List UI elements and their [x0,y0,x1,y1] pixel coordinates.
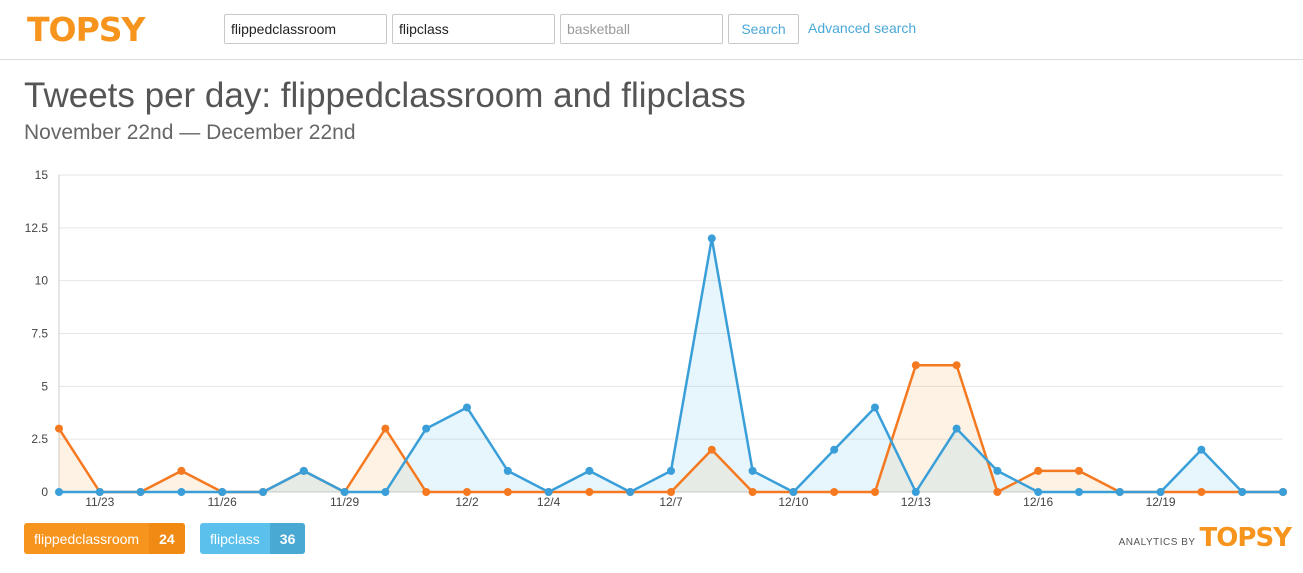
search-input-1[interactable] [224,14,387,44]
data-point-flipclass [789,488,798,496]
legend-label: flippedclassroom [34,530,140,547]
x-tick-label: 11/23 [85,495,114,509]
data-point-flipclass [993,466,1002,475]
data-point-flippedclassroom [748,488,757,496]
data-point-flippedclassroom [911,361,920,370]
data-point-flipclass [422,424,431,433]
data-point-flipclass [585,466,594,475]
y-tick-label: 10 [35,274,49,288]
analytics-by-topsy: ANALYTICS BY TOPSY [1118,523,1292,553]
x-tick-label: 12/13 [901,495,931,509]
data-point-flipclass [952,424,961,433]
data-point-flipclass [707,234,716,243]
data-point-flipclass [911,488,920,496]
data-point-flippedclassroom [1034,466,1043,475]
data-point-flippedclassroom [993,488,1002,496]
page-title: Tweets per day: flippedclassroom and fli… [24,76,746,115]
legend-count: 24 [149,523,185,554]
data-point-flipclass [218,488,227,496]
data-point-flipclass [871,403,879,412]
y-tick-label: 2.5 [31,432,48,446]
data-point-flipclass [95,488,104,496]
data-point-flipclass [1156,488,1165,496]
series-line-flipclass [59,237,1283,494]
y-tick-label: 0 [41,485,48,499]
data-point-flipclass [136,488,145,496]
x-tick-label: 12/19 [1146,495,1176,509]
data-point-flippedclassroom [1075,466,1083,475]
y-tick-label: 5 [41,379,48,393]
data-point-flipclass [748,466,757,475]
data-point-flipclass [381,488,390,496]
x-tick-label: 12/7 [659,495,683,509]
data-point-flipclass [544,488,553,496]
data-point-flipclass [626,488,635,496]
series-area-flippedclassroom [59,365,1283,492]
legend-item-flippedclassroom[interactable]: flippedclassroom 24 [24,523,185,554]
legend-item-flipclass[interactable]: flipclass 36 [200,523,306,554]
search-input-3[interactable] [560,14,723,44]
data-point-flippedclassroom [381,424,390,433]
page-subtitle: November 22nd — December 22nd [24,121,356,144]
data-point-flipclass [259,488,267,496]
tweets-per-day-chart: 0 2.5 5 7.5 10 12.5 15 11/23 11/26 11/29 12/2 12/4 1… [25,168,1287,509]
data-point-flippedclassroom [422,488,431,496]
x-tick-label: 12/4 [537,495,561,509]
data-point-flippedclassroom [585,488,594,496]
y-tick-label: 12.5 [25,221,49,235]
x-tick-label: 12/10 [778,495,808,509]
data-point-flippedclassroom [871,488,879,496]
legend-label: flipclass [210,530,260,547]
x-tick-label: 11/29 [330,495,359,509]
analytics-by-label: ANALYTICS BY [1118,537,1196,548]
data-point-flipclass [55,488,63,496]
data-point-flippedclassroom [1197,488,1206,496]
x-tick-label: 12/16 [1023,495,1053,509]
data-point-flipclass [1279,488,1287,496]
data-point-flipclass [1238,488,1247,496]
data-point-flipclass [463,403,471,412]
data-point-flippedclassroom [707,445,716,454]
topsy-logo[interactable]: TOPSY [27,10,145,49]
y-tick-label: 15 [35,168,49,182]
footer-topsy-logo[interactable]: TOPSY [1199,523,1292,553]
x-tick-label: 11/26 [208,495,237,509]
search-button[interactable]: Search [728,14,799,44]
search-input-2[interactable] [392,14,555,44]
data-point-flipclass [1075,488,1083,496]
data-point-flipclass [177,488,186,496]
data-point-flippedclassroom [503,488,512,496]
data-point-flippedclassroom [952,361,961,370]
data-point-flippedclassroom [463,488,471,496]
data-point-flipclass [1197,445,1206,454]
data-point-flippedclassroom [177,466,186,475]
advanced-search-link[interactable]: Advanced search [808,20,917,36]
data-point-flippedclassroom [55,424,63,433]
y-tick-label: 7.5 [31,327,48,341]
series-area-flipclass [59,238,1283,492]
data-point-flippedclassroom [830,488,839,496]
top-bar: TOPSY Search Advanced search [0,0,1303,60]
data-point-flipclass [830,445,839,454]
data-point-flipclass [667,466,675,475]
data-point-flipclass [340,488,349,496]
data-point-flipclass [1034,488,1043,496]
legend-count: 36 [269,523,306,554]
x-tick-label: 12/2 [455,495,479,509]
data-point-flippedclassroom [667,488,675,496]
data-point-flipclass [503,466,512,475]
data-point-flipclass [299,466,308,475]
data-point-flipclass [1115,488,1124,496]
